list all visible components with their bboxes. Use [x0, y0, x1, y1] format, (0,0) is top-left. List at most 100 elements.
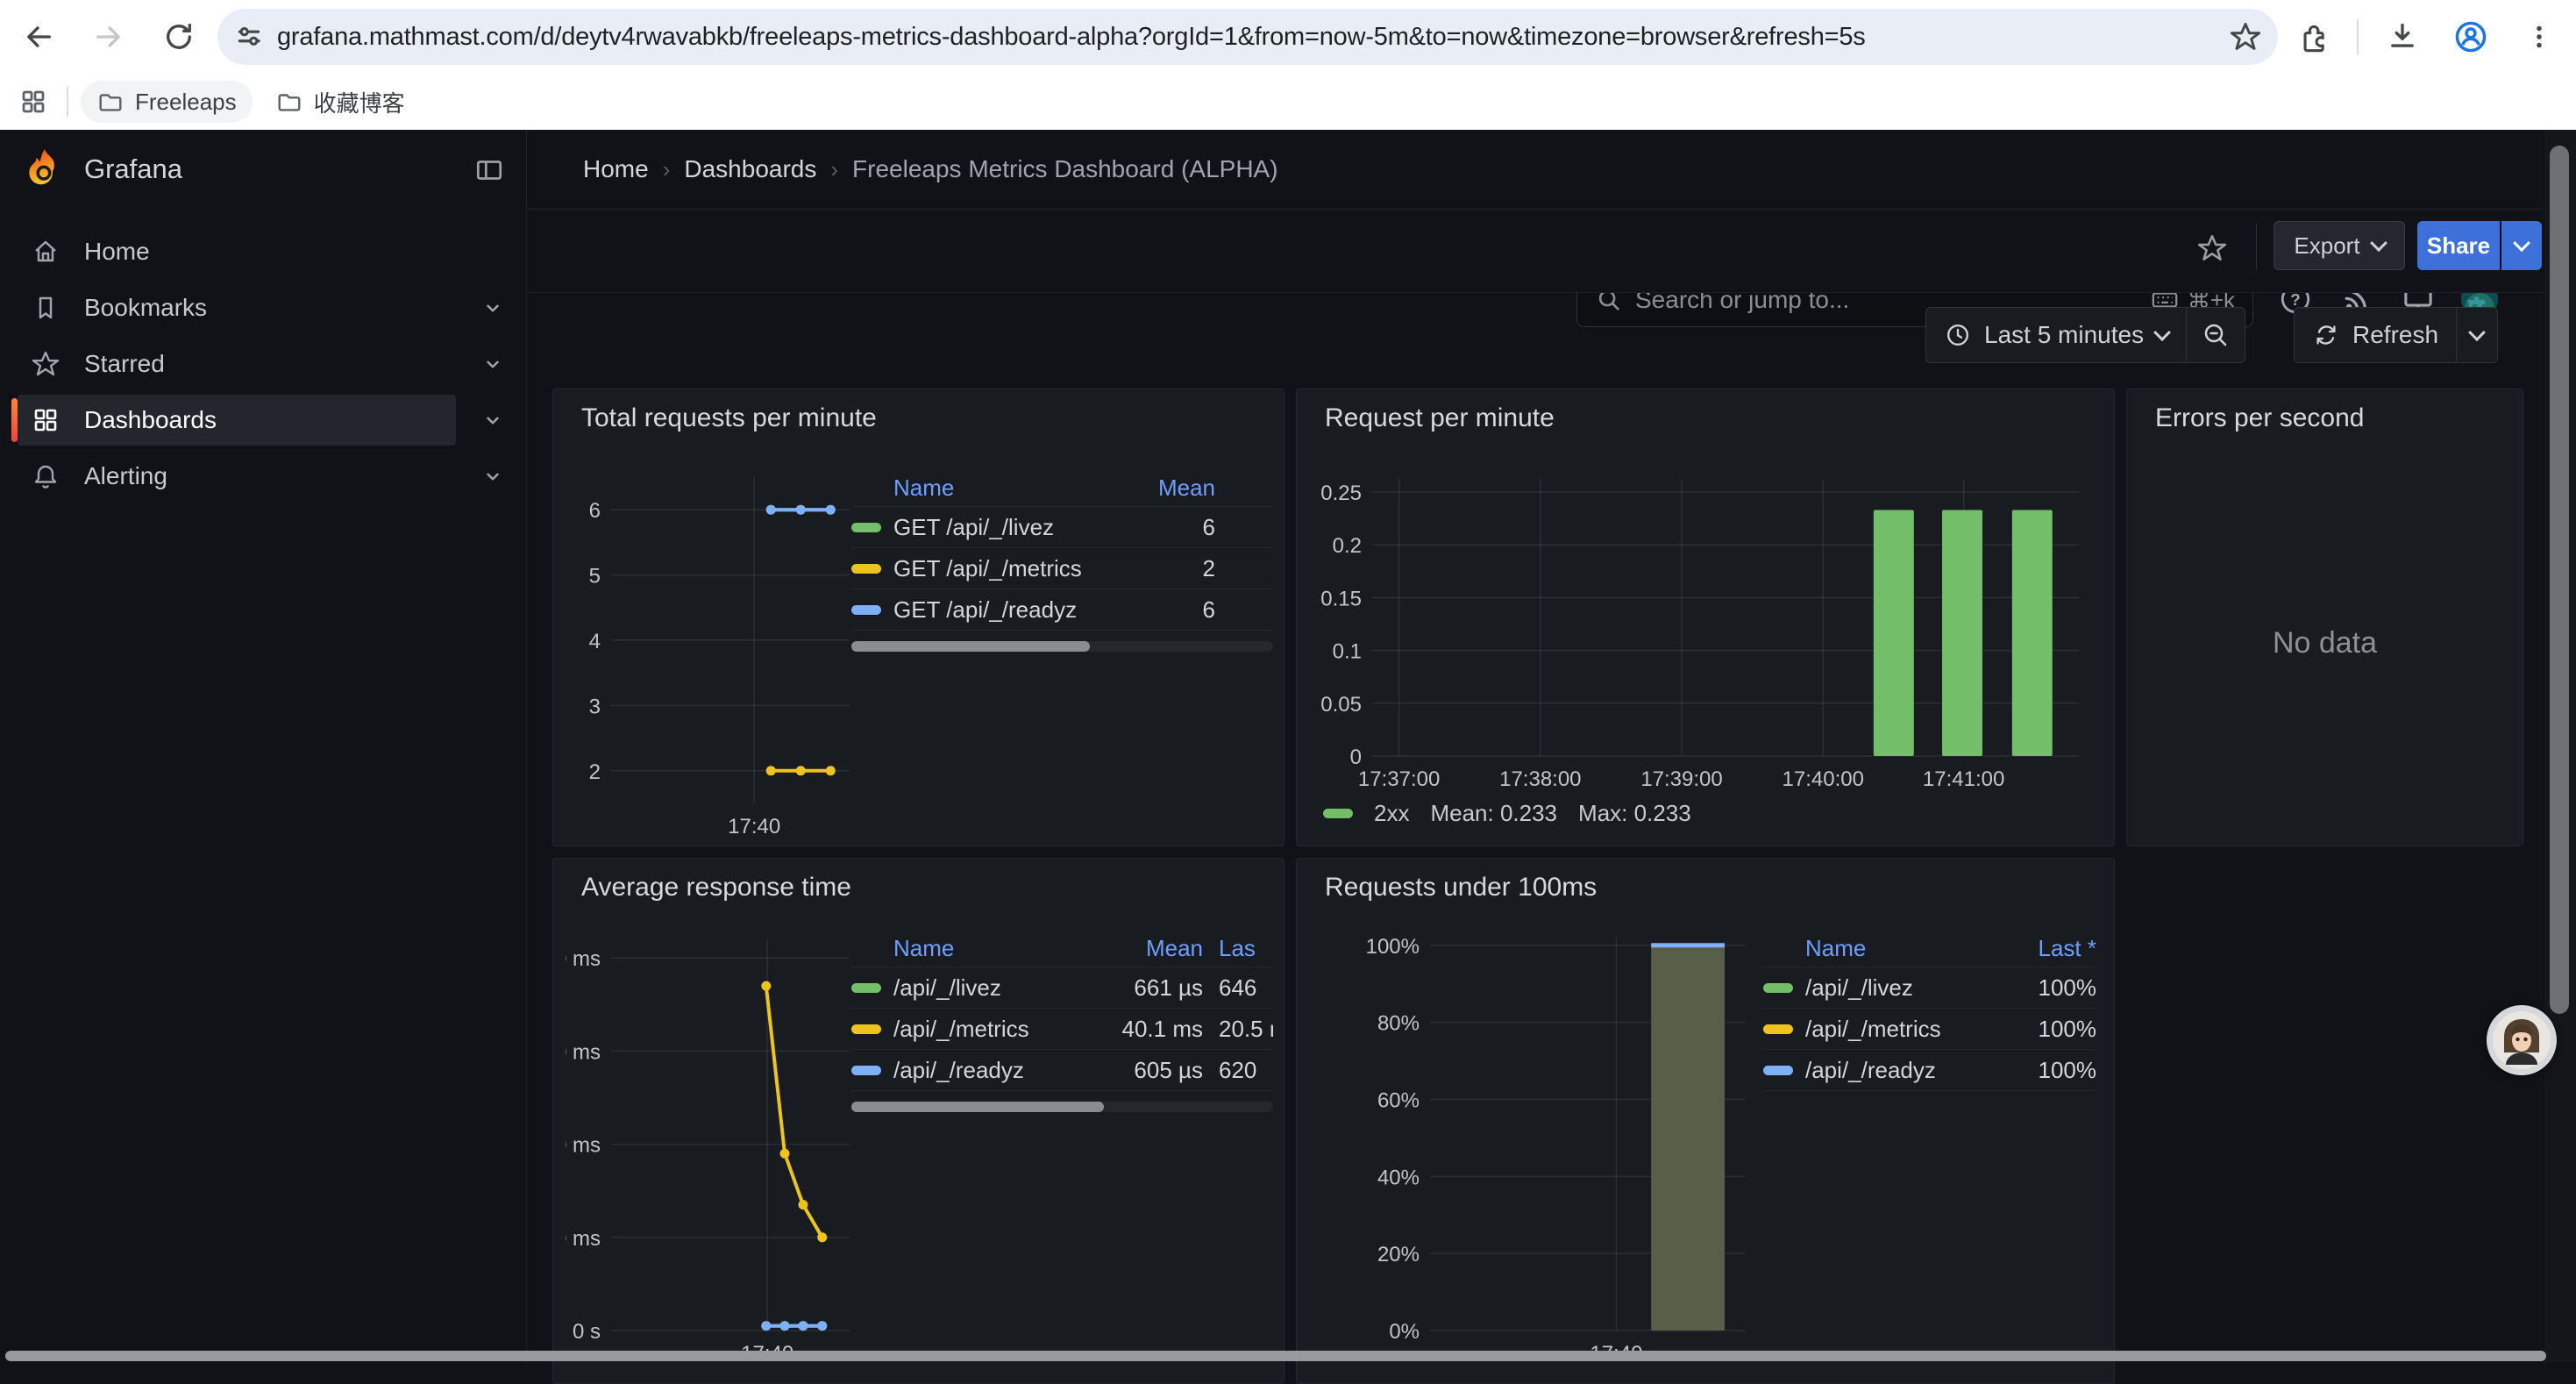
time-range-label: Last 5 minutes: [1984, 321, 2144, 349]
sidebar-item-label: Dashboards: [84, 406, 217, 434]
legend-row[interactable]: GET /api/_/readyz 6: [851, 589, 1273, 631]
zoom-out-button[interactable]: [2187, 308, 2245, 362]
legend-scrollbar[interactable]: [851, 1102, 1273, 1112]
url-text[interactable]: grafana.mathmast.com/d/deytv4rwavabkb/fr…: [277, 23, 2229, 52]
sidebar-item-starred[interactable]: Starred: [18, 339, 456, 389]
column-header-name[interactable]: Name: [893, 935, 1098, 962]
panel-avg-response-time[interactable]: Average response time 0 s20 ms40 ms60 ms…: [552, 858, 1284, 1384]
legend-header: Name Mean Las: [851, 931, 1273, 967]
series-color-chip: [1763, 1024, 1793, 1034]
column-header-last[interactable]: Las: [1203, 935, 1273, 962]
svg-text:60 ms: 60 ms: [566, 1040, 601, 1064]
panel-total-requests[interactable]: Total requests per minute 2345617:40 Nam…: [552, 389, 1284, 846]
legend[interactable]: 2xx Mean: 0.233 Max: 0.233: [1323, 800, 1691, 827]
bar-chart[interactable]: 0%20%40%60%80%100%17:40: [1311, 927, 1767, 1366]
favorite-star-icon[interactable]: [2189, 225, 2235, 271]
time-range-picker[interactable]: Last 5 minutes: [1926, 308, 2186, 362]
panel-title[interactable]: Errors per second: [2155, 403, 2364, 433]
svg-text:0 s: 0 s: [573, 1320, 601, 1344]
svg-text:20%: 20%: [1377, 1243, 1420, 1266]
bookmarks-bar: Freeleaps 收藏博客: [0, 74, 2576, 130]
svg-text:17:37:00: 17:37:00: [1358, 767, 1440, 791]
sidebar-item-alerting[interactable]: Alerting: [18, 451, 456, 502]
zoom-out-icon: [2201, 320, 2231, 350]
legend-row[interactable]: /api/_/readyz 605 µs 620: [851, 1050, 1273, 1091]
legend-row[interactable]: /api/_/livez 100%: [1763, 967, 2096, 1009]
chevron-down-icon[interactable]: [473, 282, 512, 333]
legend-row[interactable]: /api/_/livez 661 µs 646: [851, 967, 1273, 1009]
column-header-mean[interactable]: Mean: [1098, 935, 1203, 962]
bell-icon: [30, 461, 61, 491]
series-color-chip: [851, 1066, 881, 1075]
sidebar-item-dashboards[interactable]: Dashboards: [18, 395, 456, 446]
assistant-avatar[interactable]: [2487, 1005, 2557, 1075]
svg-text:80%: 80%: [1377, 1012, 1420, 1036]
export-label: Export: [2294, 232, 2359, 260]
column-header-name[interactable]: Name: [1805, 935, 1991, 962]
horizontal-scrollbar-thumb[interactable]: [5, 1351, 2546, 1361]
sidebar-item-bookmarks[interactable]: Bookmarks: [18, 282, 456, 333]
grafana-logo-icon: [25, 147, 65, 191]
export-button[interactable]: Export: [2274, 221, 2405, 270]
timeseries-chart[interactable]: 2345617:40: [566, 467, 855, 835]
folder-icon: [275, 88, 303, 116]
legend-scrollbar[interactable]: [851, 641, 1273, 652]
panel-request-per-minute[interactable]: Request per minute 00.050.10.150.20.2517…: [1296, 389, 2115, 846]
refresh-button[interactable]: Refresh: [2295, 308, 2456, 362]
legend-row[interactable]: GET /api/_/livez 6: [851, 507, 1273, 548]
apps-grid-icon[interactable]: [9, 77, 58, 126]
bookmark-folder-freeleaps[interactable]: Freeleaps: [81, 81, 253, 123]
sidebar-item-label: Starred: [84, 350, 165, 378]
refresh-icon: [2312, 321, 2340, 349]
browser-menu-icon[interactable]: [2515, 12, 2564, 61]
legend-row[interactable]: GET /api/_/metrics 2: [851, 548, 1273, 589]
chevron-down-icon[interactable]: [473, 451, 512, 502]
sidebar-item-home[interactable]: Home: [18, 226, 456, 277]
breadcrumb-current: Freeleaps Metrics Dashboard (ALPHA): [852, 155, 1278, 183]
svg-text:5: 5: [589, 565, 601, 589]
bookmark-folder-blogs[interactable]: 收藏博客: [260, 79, 421, 125]
profile-icon[interactable]: [2446, 12, 2495, 61]
dock-menu-icon[interactable]: [468, 149, 510, 191]
panel-title[interactable]: Average response time: [581, 873, 851, 902]
grafana-brand[interactable]: Grafana: [25, 130, 182, 209]
breadcrumb-home[interactable]: Home: [583, 155, 649, 183]
breadcrumb: Home › Dashboards › Freeleaps Metrics Da…: [583, 130, 1278, 209]
panel-errors-per-second[interactable]: Errors per second No data: [2126, 389, 2523, 846]
panel-title[interactable]: Requests under 100ms: [1325, 873, 1597, 902]
svg-text:0.05: 0.05: [1320, 693, 1362, 717]
back-icon[interactable]: [14, 12, 63, 61]
subnav-divider: [2256, 224, 2257, 269]
svg-text:0.25: 0.25: [1320, 482, 1362, 505]
share-menu-button[interactable]: [2501, 221, 2542, 270]
timeseries-chart[interactable]: 0 s20 ms40 ms60 ms80 ms17:40: [566, 927, 855, 1366]
bookmark-star-icon[interactable]: [2229, 20, 2262, 54]
share-button[interactable]: Share: [2417, 221, 2500, 270]
panel-title[interactable]: Request per minute: [1325, 403, 1555, 433]
site-settings-icon[interactable]: [233, 21, 265, 53]
legend-row[interactable]: /api/_/readyz 100%: [1763, 1050, 2096, 1091]
column-header-last[interactable]: Last *: [1991, 935, 2096, 962]
chevron-down-icon[interactable]: [473, 395, 512, 446]
column-header-mean[interactable]: Mean: [1119, 474, 1215, 502]
address-bar[interactable]: grafana.mathmast.com/d/deytv4rwavabkb/fr…: [217, 9, 2278, 65]
column-header-name[interactable]: Name: [893, 474, 1119, 502]
panel-requests-under-100ms[interactable]: Requests under 100ms 0%20%40%60%80%100%1…: [1296, 858, 2115, 1384]
legend-row[interactable]: /api/_/metrics 40.1 ms 20.5 m: [851, 1009, 1273, 1050]
series-color-chip: [851, 523, 881, 532]
grafana-header: Grafana Home › Dashboards › Freeleaps Me…: [0, 130, 2576, 210]
chevron-down-icon[interactable]: [473, 339, 512, 389]
forward-icon[interactable]: [84, 12, 133, 61]
panel-title[interactable]: Total requests per minute: [581, 403, 877, 433]
series-max: Max: 0.233: [1578, 800, 1691, 827]
reload-icon[interactable]: [154, 12, 203, 61]
svg-text:0.15: 0.15: [1320, 587, 1362, 610]
page-scrollbar-thumb[interactable]: [2550, 146, 2569, 1014]
refresh-interval-button[interactable]: [2457, 308, 2497, 362]
legend-row[interactable]: /api/_/metrics 100%: [1763, 1009, 2096, 1050]
bar-chart[interactable]: 00.050.10.150.20.2517:37:0017:38:0017:39…: [1311, 467, 2100, 800]
share-button-group: Share: [2417, 221, 2542, 270]
breadcrumb-dashboards[interactable]: Dashboards: [684, 155, 816, 183]
extensions-icon[interactable]: [2288, 12, 2338, 61]
downloads-icon[interactable]: [2378, 12, 2427, 61]
